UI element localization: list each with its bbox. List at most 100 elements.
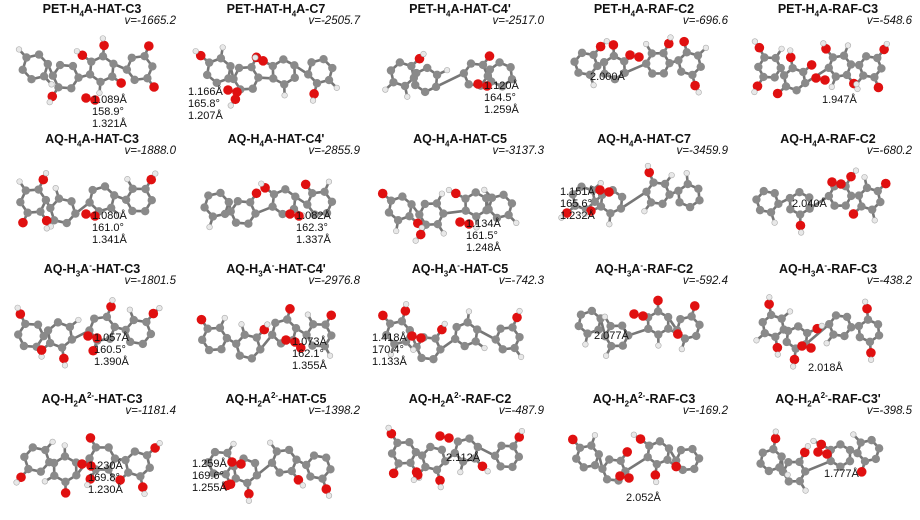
molecule-structure xyxy=(753,294,884,370)
carbon-atom xyxy=(394,459,403,468)
ts-title: PET-HAT-H4A-C7 xyxy=(226,2,326,19)
carbon-atom xyxy=(596,202,606,211)
carbon-atom xyxy=(278,209,287,219)
carbon-atom xyxy=(795,476,805,486)
oxygen-atom xyxy=(673,329,683,339)
carbon-atom xyxy=(34,50,44,59)
carbon-atom xyxy=(104,443,113,452)
carbon-atom xyxy=(694,454,704,463)
oxygen-atom xyxy=(377,188,388,199)
hydrogen-atom xyxy=(751,88,758,96)
carbon-atom xyxy=(644,324,653,334)
hydrogen-atom xyxy=(410,476,417,484)
carbon-atom xyxy=(279,55,288,64)
carbon-atom xyxy=(771,332,780,342)
carbon-atom xyxy=(54,194,64,203)
carbon-atom xyxy=(280,80,289,89)
molecule-structure xyxy=(751,38,890,99)
carbon-atom xyxy=(514,452,524,462)
carbon-atom xyxy=(307,58,316,67)
imaginary-frequency: v=-1398.2 xyxy=(308,405,360,417)
carbon-atom xyxy=(67,84,76,93)
oxygen-atom xyxy=(90,211,100,221)
geometry-labels: 1.230Å 169.8° 1.230Å xyxy=(88,460,123,496)
ts-title: AQ-H4A-HAT-C4' xyxy=(227,132,325,149)
carbon-atom xyxy=(216,54,226,63)
hydrogen-atom xyxy=(871,217,878,224)
carbon-atom xyxy=(390,339,399,349)
carbon-atom xyxy=(617,321,627,330)
oxygen-atom xyxy=(227,457,237,467)
hydrogen-atom xyxy=(227,102,234,109)
geometry-labels: 1.073Å 162.1° 1.355Å xyxy=(292,336,327,372)
carbon-atom xyxy=(463,318,472,327)
geometry-labels: 2.040Å xyxy=(792,198,827,210)
ts-title: AQ-H3A--RAF-C3 xyxy=(778,260,878,279)
oxygen-atom xyxy=(150,443,160,453)
carbon-atom xyxy=(397,317,407,326)
oxygen-atom xyxy=(772,342,783,353)
oxygen-atom xyxy=(856,467,867,477)
carbon-atom xyxy=(642,187,651,196)
oxygen-atom xyxy=(148,308,159,319)
carbon-atom xyxy=(417,451,427,460)
oxygen-atom xyxy=(15,309,26,319)
carbon-atom xyxy=(759,186,768,196)
oxygen-atom xyxy=(816,439,827,450)
carbon-atom xyxy=(310,210,319,219)
carbon-atom xyxy=(663,312,673,322)
carbon-atom xyxy=(432,199,442,208)
oxygen-atom xyxy=(300,179,311,190)
carbon-atom xyxy=(20,452,29,462)
carbon-atom xyxy=(65,322,75,332)
carbon-atom xyxy=(874,331,884,340)
oxygen-atom xyxy=(638,311,648,321)
ts-panel: AQ-H2A2--HAT-C3 v=-1181.4 1.230Å 169.8° 1.23… xyxy=(0,390,184,520)
geometry-labels: 1.259Å 169.6° 1.255Å xyxy=(192,458,227,494)
distance-label: 2.040Å xyxy=(792,198,827,210)
oxygen-atom xyxy=(455,217,465,227)
oxygen-atom xyxy=(866,348,876,358)
carbon-atom xyxy=(146,329,156,339)
carbon-atom xyxy=(215,323,225,333)
ts-panel: AQ-H4A-HAT-C4' v=-2855.9 1.082Å 162.3° 1.337… xyxy=(184,130,368,260)
carbon-atom xyxy=(752,195,761,204)
ts-panel: AQ-H4A-HAT-C7 v=-3459.9 1.151Å 165.6° 1.232Å xyxy=(552,130,736,260)
carbon-atom xyxy=(507,199,517,208)
carbon-atom xyxy=(792,86,801,95)
oxygen-atom xyxy=(115,475,125,485)
oxygen-atom xyxy=(281,335,291,345)
hydrogen-atom xyxy=(443,67,451,74)
oxygen-atom xyxy=(83,331,93,341)
hydrogen-atom xyxy=(75,316,82,324)
hydrogen-atom xyxy=(152,170,159,177)
carbon-atom xyxy=(499,190,508,200)
imaginary-frequency: v=-438.2 xyxy=(866,275,912,287)
hydrogen-atom xyxy=(484,468,491,475)
hydrogen-atom xyxy=(116,212,123,219)
carbon-atom xyxy=(308,189,317,198)
carbon-atom xyxy=(853,448,862,458)
hydrogen-atom xyxy=(457,469,464,476)
hydrogen-atom xyxy=(818,322,825,329)
carbon-atom xyxy=(688,444,697,454)
hydrogen-atom xyxy=(786,308,794,315)
hydrogen-atom xyxy=(437,484,444,491)
ts-panel: AQ-H2A2--RAF-C2 v=-487.9 2.112Å xyxy=(368,390,552,520)
carbon-atom xyxy=(100,182,110,191)
angle-label: 165.6° xyxy=(560,198,592,210)
carbon-atom xyxy=(840,331,849,341)
hydrogen-atom xyxy=(14,304,21,311)
carbon-atom xyxy=(594,450,604,459)
distance-label: 1.232Å xyxy=(560,210,595,222)
carbon-atom xyxy=(800,78,810,88)
hydrogen-atom xyxy=(440,230,447,237)
oxygen-atom xyxy=(512,312,522,323)
carbon-atom xyxy=(204,191,213,200)
geometry-labels: 2.112Å xyxy=(446,452,480,464)
carbon-atom xyxy=(431,82,441,92)
distance-label: 1.230Å xyxy=(88,460,123,472)
carbon-atom xyxy=(570,201,580,210)
carbon-atom xyxy=(606,209,615,218)
carbon-atom xyxy=(429,354,438,364)
